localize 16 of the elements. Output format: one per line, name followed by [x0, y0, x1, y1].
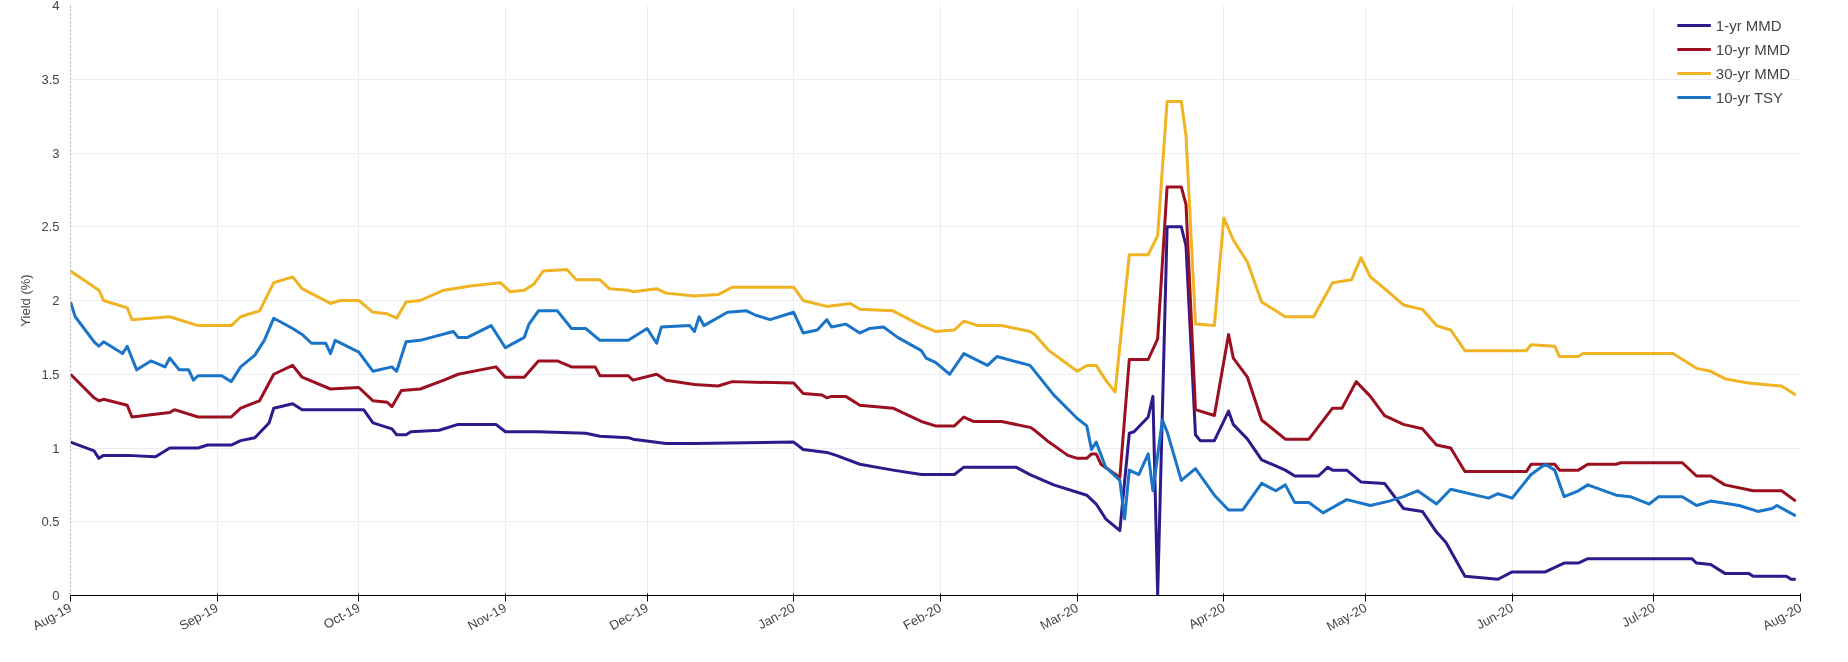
- y-tick-label: 1: [52, 440, 60, 456]
- legend-label: 30-yr MMD: [1715, 64, 1790, 82]
- legend-label: 10-yr TSY: [1715, 88, 1784, 106]
- y-tick-label: 2: [52, 293, 60, 308]
- legend-label: 1-yr MMD: [1715, 16, 1782, 34]
- y-axis-title: Yield (%): [18, 274, 34, 327]
- y-tick-label: 0: [52, 588, 60, 603]
- line-series: [70, 185, 1798, 503]
- y-tick-label: 0.5: [41, 514, 60, 530]
- legend-label: 10-yr MMD: [1715, 40, 1790, 58]
- y-tick-label: 2.5: [41, 219, 60, 235]
- y-tick-label: 3.5: [41, 71, 60, 87]
- y-tick-label: 4: [52, 0, 60, 13]
- y-tick-label: 3: [52, 145, 60, 161]
- line-series: [70, 300, 1798, 521]
- y-tick-label: 1.5: [41, 366, 60, 382]
